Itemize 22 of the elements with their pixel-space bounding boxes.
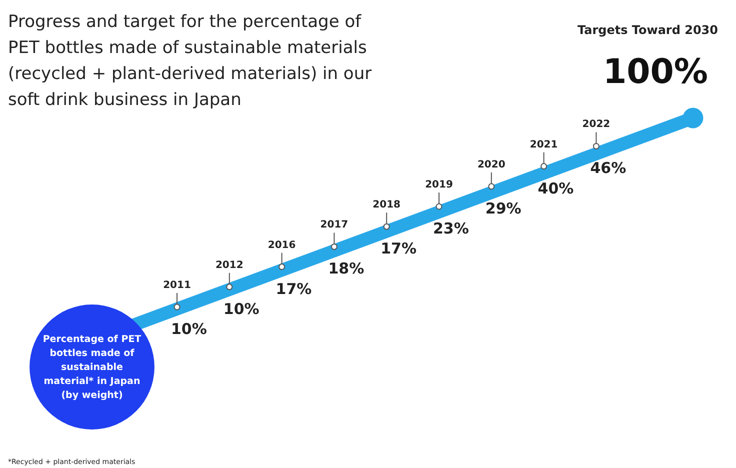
category-label: 2016 (268, 240, 296, 251)
category-label: 2021 (530, 139, 558, 150)
category-label: 2011 (163, 280, 191, 291)
data-label: 17% (276, 280, 312, 298)
data-label: 40% (538, 179, 574, 198)
category-label: 2012 (215, 260, 244, 271)
category-label: 2017 (320, 220, 348, 231)
text: Percentage of PET bottles made of sustainable material* in Japan (by weight) (42, 334, 142, 401)
data-label: 10% (171, 320, 207, 338)
category-label: 2018 (372, 200, 401, 211)
data-label: 29% (485, 199, 522, 218)
data-label: 23% (433, 220, 469, 238)
category-label: Targets Toward 2030 (577, 23, 718, 37)
data-label: 17% (380, 240, 417, 258)
category-label: 2019 (425, 180, 453, 190)
data-label: 10% (223, 300, 260, 318)
data-label: 18% (328, 260, 364, 278)
text: Progress and target for the percentage of PET bottles made of sustainable materials (recycled + plant-derived materials) in our soft drink business in Japan (8, 12, 372, 110)
category-label: 2022 (582, 119, 610, 130)
data-label: 100% (602, 52, 708, 92)
category-label: 2020 (477, 159, 506, 170)
data-label: 46% (590, 159, 626, 178)
